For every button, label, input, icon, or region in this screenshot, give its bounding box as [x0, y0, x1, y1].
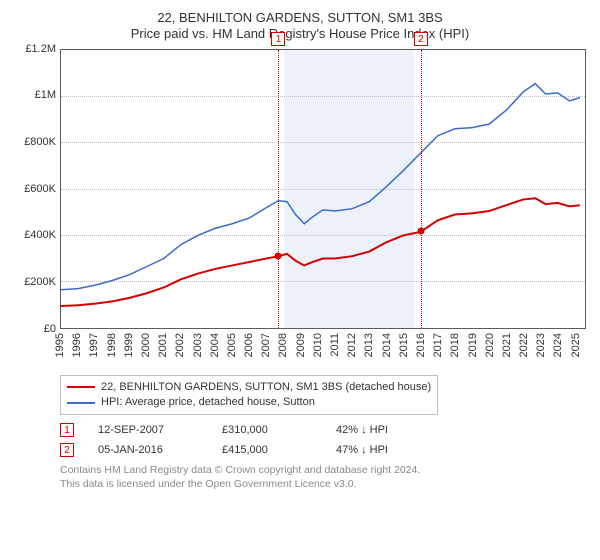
chart-footer: Contains HM Land Registry data © Crown c…: [60, 463, 586, 491]
plot-region: 12: [60, 49, 586, 329]
x-tick-label: 2021: [501, 333, 513, 357]
x-tick-label: 2011: [329, 333, 341, 357]
x-tick-label: 2024: [552, 333, 564, 357]
footer-licence: This data is licensed under the Open Gov…: [60, 477, 586, 491]
sale-row-marker: 1: [60, 423, 74, 437]
x-tick-label: 2025: [570, 333, 582, 357]
sale-row: 2 05-JAN-2016 £415,000 47% ↓ HPI: [60, 443, 586, 457]
x-tick-label: 2007: [260, 333, 272, 357]
x-tick-label: 2001: [157, 333, 169, 357]
x-tick-label: 2002: [174, 333, 186, 357]
legend-label: HPI: Average price, detached house, Sutt…: [101, 395, 315, 410]
x-tick-label: 1996: [71, 333, 83, 357]
x-tick-label: 2004: [209, 333, 221, 357]
sale-row-hpi: 47% ↓ HPI: [336, 444, 446, 456]
sale-vline-1: [278, 50, 279, 328]
legend-swatch: [67, 386, 95, 388]
figure-container: 22, BENHILTON GARDENS, SUTTON, SM1 3BS P…: [0, 0, 600, 560]
x-tick-label: 2023: [535, 333, 547, 357]
x-tick-label: 2016: [415, 333, 427, 357]
footer-copyright: Contains HM Land Registry data © Crown c…: [60, 463, 586, 477]
y-tick-label: £1.2M: [25, 43, 56, 55]
x-tick-label: 2000: [140, 333, 152, 357]
x-tick-label: 1997: [88, 333, 100, 357]
sales-table: 1 12-SEP-2007 £310,000 42% ↓ HPI 2 05-JAN-201…: [60, 423, 586, 463]
sale-marker-box-2: 2: [414, 32, 428, 46]
chart-area: £0£200K£400K£600K£800K£1M£1.2M 12 199519…: [14, 49, 586, 369]
chart-legend: 22, BENHILTON GARDENS, SUTTON, SM1 3BS (…: [60, 375, 438, 416]
sale-row-hpi: 42% ↓ HPI: [336, 424, 446, 436]
x-tick-label: 1995: [54, 333, 66, 357]
x-tick-label: 2012: [346, 333, 358, 357]
sale-marker-box-1: 1: [271, 32, 285, 46]
x-axis: 1995199619971998199920002001200220032004…: [60, 329, 586, 369]
chart-title: 22, BENHILTON GARDENS, SUTTON, SM1 3BS P…: [14, 10, 586, 43]
y-tick-label: £1M: [35, 89, 56, 101]
x-tick-label: 2005: [226, 333, 238, 357]
x-tick-label: 2015: [398, 333, 410, 357]
line-chart-svg: [61, 50, 585, 328]
title-subtitle: Price paid vs. HM Land Registry's House …: [14, 26, 586, 42]
sale-row: 1 12-SEP-2007 £310,000 42% ↓ HPI: [60, 423, 586, 437]
x-tick-label: 2014: [381, 333, 393, 357]
legend-item: 22, BENHILTON GARDENS, SUTTON, SM1 3BS (…: [67, 380, 431, 395]
legend-item: HPI: Average price, detached house, Sutt…: [67, 395, 431, 410]
x-tick-label: 1998: [106, 333, 118, 357]
x-tick-label: 2010: [312, 333, 324, 357]
x-tick-label: 2006: [243, 333, 255, 357]
title-address: 22, BENHILTON GARDENS, SUTTON, SM1 3BS: [14, 10, 586, 26]
sale-row-date: 12-SEP-2007: [98, 424, 198, 436]
x-tick-label: 2009: [295, 333, 307, 357]
x-tick-label: 2013: [363, 333, 375, 357]
x-tick-label: 1999: [123, 333, 135, 357]
y-tick-label: £600K: [24, 183, 56, 195]
x-tick-label: 2019: [467, 333, 479, 357]
y-tick-label: £800K: [24, 136, 56, 148]
x-tick-label: 2018: [449, 333, 461, 357]
legend-swatch: [67, 402, 95, 404]
y-axis: £0£200K£400K£600K£800K£1M£1.2M: [14, 49, 60, 329]
sale-point-2: [417, 228, 424, 235]
sale-row-marker: 2: [60, 443, 74, 457]
y-tick-label: £400K: [24, 229, 56, 241]
x-tick-label: 2020: [484, 333, 496, 357]
x-tick-label: 2008: [277, 333, 289, 357]
x-tick-label: 2017: [432, 333, 444, 357]
series-line-price_paid: [61, 198, 580, 306]
sale-row-price: £415,000: [222, 444, 312, 456]
x-tick-label: 2022: [518, 333, 530, 357]
sale-vline-2: [421, 50, 422, 328]
sale-point-1: [275, 252, 282, 259]
y-tick-label: £200K: [24, 276, 56, 288]
sale-row-date: 05-JAN-2016: [98, 444, 198, 456]
legend-label: 22, BENHILTON GARDENS, SUTTON, SM1 3BS (…: [101, 380, 431, 395]
x-tick-label: 2003: [192, 333, 204, 357]
sale-row-price: £310,000: [222, 424, 312, 436]
